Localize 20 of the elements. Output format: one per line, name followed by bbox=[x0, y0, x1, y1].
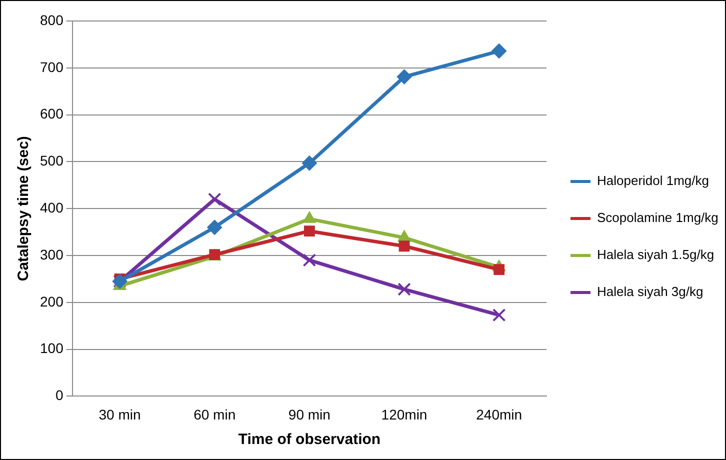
legend-label: Scopolamine 1mg/kg bbox=[597, 210, 718, 226]
y-tick-label: 800 bbox=[40, 12, 64, 28]
x-tick-label: 90 min bbox=[288, 406, 330, 422]
x-tick-label: 60 min bbox=[194, 406, 236, 422]
y-tick-label: 400 bbox=[40, 199, 64, 216]
legend-label: Halela siyah 3g/kg bbox=[597, 284, 704, 300]
y-tick-label: 200 bbox=[40, 293, 64, 310]
x-tick-label: 30 min bbox=[98, 406, 141, 422]
y-tick-label: 0 bbox=[56, 387, 64, 404]
x-tick-label: 120min bbox=[381, 406, 428, 422]
y-tick-label: 600 bbox=[40, 106, 64, 122]
y-tick-label: 100 bbox=[40, 340, 64, 356]
x-axis-title: Time of observation bbox=[238, 431, 381, 448]
y-tick-label: 700 bbox=[40, 58, 64, 75]
y-axis-title: Catalepsy time (sec) bbox=[15, 136, 32, 282]
legend-label: Halela siyah 1.5g/kg bbox=[597, 247, 714, 262]
y-tick-label: 300 bbox=[40, 246, 64, 262]
x-tick-label: 240min bbox=[476, 406, 522, 422]
y-tick-label: 500 bbox=[40, 152, 64, 169]
legend-label: Haloperidol 1mg/kg bbox=[597, 173, 710, 188]
